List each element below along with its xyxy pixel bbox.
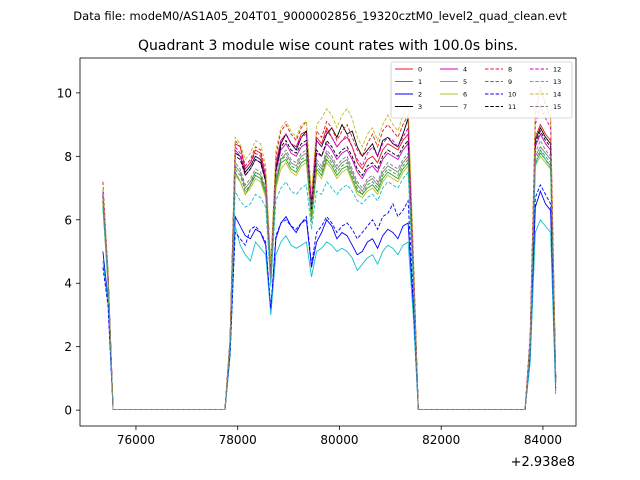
legend-label-3: 3 <box>418 103 422 111</box>
figure-suptitle: Data file: modeM0/AS1A05_204T01_90000028… <box>73 9 567 23</box>
legend-label-1: 1 <box>418 78 422 86</box>
legend-label-0: 0 <box>418 66 422 74</box>
y-tick-label: 10 <box>57 86 72 100</box>
x-axis-offset-label: +2.938e8 <box>511 455 575 470</box>
axes-frame <box>79 57 577 427</box>
y-tick-label: 6 <box>64 213 72 227</box>
legend-label-6: 6 <box>463 91 467 99</box>
x-tick-label: 76000 <box>117 433 155 447</box>
legend-label-5: 5 <box>463 78 467 86</box>
legend-label-10: 10 <box>508 91 516 99</box>
legend-label-15: 15 <box>553 103 561 111</box>
legend-label-8: 8 <box>508 66 512 74</box>
legend-label-13: 13 <box>553 78 561 86</box>
y-tick-label: 2 <box>64 340 72 354</box>
y-tick-label: 4 <box>64 277 72 291</box>
y-tick-label: 8 <box>64 150 72 164</box>
series-line-12 <box>102 104 557 410</box>
x-tick-label: 82000 <box>422 433 460 447</box>
series-layer <box>102 86 557 410</box>
legend-box <box>390 61 573 119</box>
chart-title: Quadrant 3 module wise count rates with … <box>138 38 518 54</box>
series-line-15 <box>102 139 557 410</box>
x-tick-label: 78000 <box>219 433 257 447</box>
y-tick-label: 0 <box>64 404 72 418</box>
x-tick-label: 84000 <box>524 433 562 447</box>
legend-label-14: 14 <box>553 91 561 99</box>
legend-label-12: 12 <box>553 66 561 74</box>
legend-label-2: 2 <box>418 91 422 99</box>
legend-label-7: 7 <box>463 103 467 111</box>
legend-label-9: 9 <box>508 78 512 86</box>
legend-label-11: 11 <box>508 103 516 111</box>
legend-label-4: 4 <box>463 66 467 74</box>
x-tick-label: 80000 <box>320 433 358 447</box>
